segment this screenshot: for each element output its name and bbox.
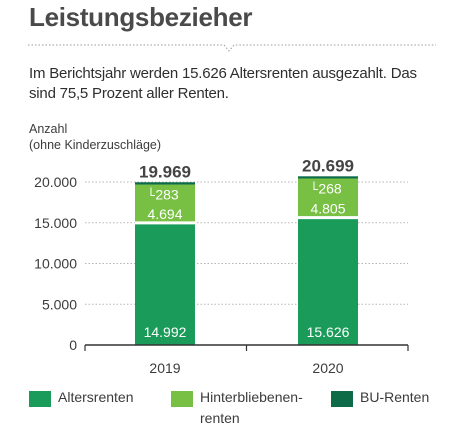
- legend-swatch-altersrenten: [29, 391, 51, 407]
- y-axis-label-line1: Anzahl: [29, 122, 68, 136]
- data-label-bu-renten: 283: [155, 187, 179, 203]
- bar-total-label: 20.699: [302, 156, 354, 175]
- bar-bu-renten: [135, 182, 195, 185]
- y-tick-label: 5.000: [42, 296, 77, 312]
- y-tick-label: 10.000: [34, 256, 77, 272]
- title-underline: [28, 44, 436, 52]
- page-title: Leistungsbezieher: [29, 2, 253, 32]
- y-tick-label: 0: [69, 337, 77, 353]
- y-axis-label: Anzahl (ohne Kinderzuschläge): [29, 121, 161, 153]
- data-label-altersrenten: 14.992: [144, 324, 187, 340]
- bar-bu-renten: [298, 176, 358, 179]
- legend-label-hinterbliebenenrenten-line1: Hinterbliebenen-: [200, 389, 303, 405]
- y-tick-label: 20.000: [34, 174, 77, 190]
- data-label-bu-renten: 268: [318, 180, 342, 196]
- intro-text: Im Berichtsjahr werden 15.626 Altersrent…: [29, 65, 417, 102]
- legend-label-hinterbliebenenrenten-line2: renten: [200, 410, 240, 426]
- bar-total-label: 19.969: [139, 162, 191, 181]
- bar-altersrenten: [135, 222, 195, 345]
- y-tick-label: 15.000: [34, 215, 77, 231]
- bar-hinterbliebenenrenten: [298, 178, 358, 218]
- data-label-altersrenten: 15.626: [307, 324, 350, 340]
- y-axis-label-line2: (ohne Kinderzuschläge): [29, 138, 162, 152]
- bar-altersrenten: [298, 217, 358, 345]
- bu-renten-marker: [313, 181, 318, 190]
- legend-swatch-bu-renten: [331, 391, 353, 407]
- bu-renten-marker: [150, 187, 155, 197]
- bar-hinterbliebenenrenten: [135, 184, 195, 223]
- x-tick-label: 2019: [149, 360, 180, 376]
- legend-swatch-hinterbliebenenrenten: [171, 391, 193, 407]
- data-label-hinterbliebenenrenten: 4.694: [147, 206, 182, 222]
- legend-label-altersrenten: Altersrenten: [58, 389, 134, 405]
- data-label-hinterbliebenenrenten: 4.805: [310, 201, 345, 217]
- legend-label-bu-renten: BU-Renten: [360, 389, 430, 405]
- x-tick-label: 2020: [312, 360, 343, 376]
